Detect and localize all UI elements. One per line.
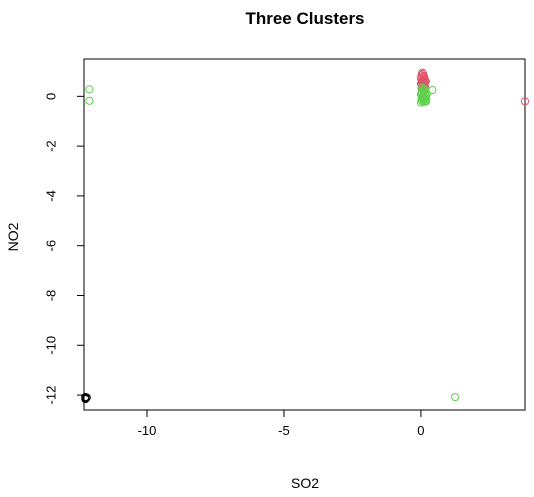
data-point-cluster3 <box>420 85 429 94</box>
data-point-cluster1 <box>82 393 91 402</box>
data-point-cluster3 <box>416 98 426 107</box>
y-tick-label: -6 <box>43 240 58 252</box>
y-axis-label: NO2 <box>5 222 21 251</box>
y-axis: 0 -2 -4 -6 -8 -10 -12 <box>43 93 85 405</box>
data-points <box>81 68 530 404</box>
y-tick-label: -2 <box>43 140 58 152</box>
x-tick-label: -10 <box>138 423 157 438</box>
y-tick-label: -10 <box>43 336 58 355</box>
y-tick-label: -4 <box>43 190 58 202</box>
data-point-cluster3 <box>428 86 437 95</box>
data-point-cluster3 <box>418 83 427 92</box>
data-point-cluster2 <box>421 77 430 86</box>
data-point-cluster1 <box>81 394 90 404</box>
x-tick-label: -5 <box>278 423 290 438</box>
data-point-cluster3 <box>417 89 426 98</box>
x-tick-label: 0 <box>417 423 424 438</box>
data-point-cluster3 <box>451 392 460 402</box>
data-point-cluster3 <box>85 85 94 94</box>
data-point-cluster2 <box>419 74 429 84</box>
data-point-cluster2 <box>520 97 530 106</box>
y-tick-label: -8 <box>43 290 58 302</box>
y-tick-label: -12 <box>43 386 58 405</box>
plot-frame <box>83 58 526 411</box>
data-point-cluster3 <box>422 97 431 106</box>
x-axis-label: SO2 <box>291 475 319 491</box>
x-axis: -10 -5 0 <box>138 409 425 438</box>
data-point-cluster3 <box>85 96 94 105</box>
y-tick-label: 0 <box>43 93 58 100</box>
chart-title: Three Clusters <box>245 9 364 28</box>
